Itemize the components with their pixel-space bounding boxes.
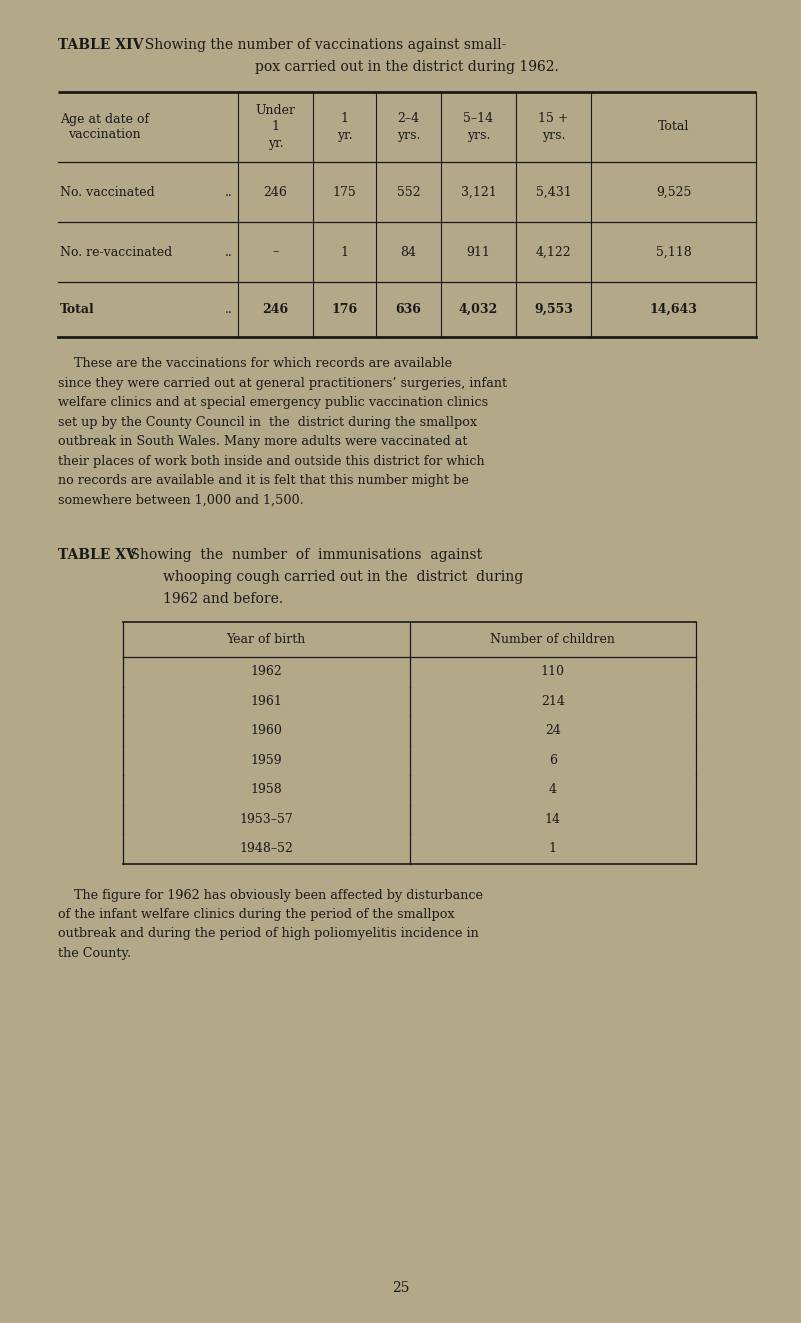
Text: Total: Total (658, 120, 689, 134)
Text: 5,431: 5,431 (536, 185, 571, 198)
Text: 4: 4 (549, 783, 557, 796)
Text: pox carried out in the district during 1962.: pox carried out in the district during 1… (256, 60, 559, 74)
Text: 14,643: 14,643 (650, 303, 698, 316)
Text: 1
yr.: 1 yr. (336, 112, 352, 142)
Text: 1961: 1961 (250, 695, 282, 708)
Text: the County.: the County. (58, 947, 131, 960)
Text: 5,118: 5,118 (656, 246, 691, 258)
Text: 9,553: 9,553 (534, 303, 573, 316)
Text: outbreak in South Wales. Many more adults were vaccinated at: outbreak in South Wales. Many more adult… (58, 435, 468, 448)
Text: ..: .. (225, 185, 233, 198)
Text: 1953–57: 1953–57 (239, 812, 293, 826)
Text: The figure for 1962 has obviously been affected by disturbance: The figure for 1962 has obviously been a… (58, 889, 483, 901)
Text: 1962 and before.: 1962 and before. (163, 591, 283, 606)
Text: somewhere between 1,000 and 1,500.: somewhere between 1,000 and 1,500. (58, 493, 304, 507)
Text: 246: 246 (263, 303, 288, 316)
Text: 911: 911 (466, 246, 490, 258)
Text: 24: 24 (545, 724, 561, 737)
Text: 4,032: 4,032 (459, 303, 498, 316)
Text: welfare clinics and at special emergency public vaccination clinics: welfare clinics and at special emergency… (58, 396, 488, 409)
Text: no records are available and it is felt that this number might be: no records are available and it is felt … (58, 474, 469, 487)
Text: 1958: 1958 (251, 783, 282, 796)
Text: 110: 110 (541, 665, 565, 679)
Text: 1: 1 (549, 843, 557, 855)
Text: Showing the number of vaccinations against small-: Showing the number of vaccinations again… (136, 38, 506, 52)
Text: ..: .. (225, 246, 233, 258)
Text: 2–4
yrs.: 2–4 yrs. (396, 112, 421, 142)
Text: 214: 214 (541, 695, 565, 708)
Text: 246: 246 (264, 185, 288, 198)
Text: set up by the County Council in  the  district during the smallpox: set up by the County Council in the dist… (58, 415, 477, 429)
Text: 25: 25 (392, 1281, 409, 1295)
Text: No. vaccinated: No. vaccinated (60, 185, 155, 198)
Text: 1948–52: 1948–52 (239, 843, 293, 855)
Text: ..: .. (225, 303, 233, 316)
Text: No. re-vaccinated: No. re-vaccinated (60, 246, 172, 258)
Text: 176: 176 (332, 303, 357, 316)
Text: 1962: 1962 (251, 665, 282, 679)
Text: Under
1
yr.: Under 1 yr. (256, 105, 296, 149)
Text: 175: 175 (332, 185, 356, 198)
Text: outbreak and during the period of high poliomyelitis incidence in: outbreak and during the period of high p… (58, 927, 479, 941)
Text: whooping cough carried out in the  district  during: whooping cough carried out in the distri… (163, 570, 523, 583)
Text: These are the vaccinations for which records are available: These are the vaccinations for which rec… (58, 357, 452, 370)
Text: 1960: 1960 (250, 724, 282, 737)
Text: Total: Total (60, 303, 95, 316)
Text: 5–14
yrs.: 5–14 yrs. (464, 112, 493, 142)
Text: TABLE XIV: TABLE XIV (58, 38, 143, 52)
Text: 552: 552 (396, 185, 421, 198)
Text: 1: 1 (340, 246, 348, 258)
Text: 636: 636 (396, 303, 421, 316)
Text: 6: 6 (549, 754, 557, 767)
Text: TABLE XV: TABLE XV (58, 548, 137, 562)
Text: –: – (272, 246, 279, 258)
Text: Year of birth: Year of birth (227, 632, 306, 646)
Text: 4,122: 4,122 (536, 246, 571, 258)
Text: Age at date of
vaccination: Age at date of vaccination (60, 112, 149, 142)
Text: 1959: 1959 (251, 754, 282, 767)
Text: their places of work both inside and outside this district for which: their places of work both inside and out… (58, 455, 485, 467)
Text: Number of children: Number of children (490, 632, 615, 646)
Text: 84: 84 (400, 246, 417, 258)
Text: of the infant welfare clinics during the period of the smallpox: of the infant welfare clinics during the… (58, 908, 455, 921)
Text: Showing  the  number  of  immunisations  against: Showing the number of immunisations agai… (126, 548, 482, 562)
Text: 9,525: 9,525 (656, 185, 691, 198)
Text: 15 +
yrs.: 15 + yrs. (538, 112, 569, 142)
Text: 3,121: 3,121 (461, 185, 497, 198)
Text: 14: 14 (545, 812, 561, 826)
Text: since they were carried out at general practitioners’ surgeries, infant: since they were carried out at general p… (58, 377, 507, 389)
